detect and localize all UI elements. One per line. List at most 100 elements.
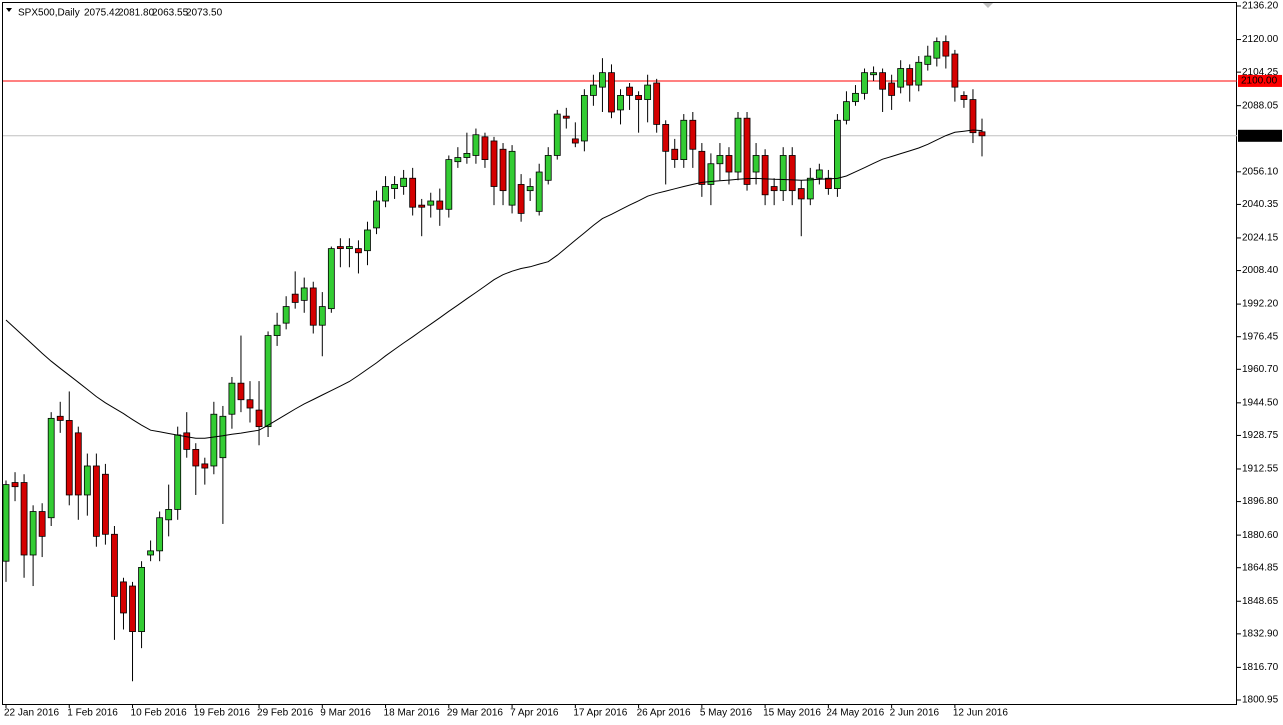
candle-body [806, 177, 814, 200]
x-tick-label: 19 Feb 2016 [194, 708, 251, 719]
candle-body [725, 155, 733, 173]
candle-body [553, 113, 561, 156]
x-tick-label: 18 Mar 2016 [384, 708, 441, 719]
candle-body [870, 72, 877, 76]
candle-body [526, 186, 534, 192]
y-tick-label: 1928.75 [1242, 430, 1279, 441]
x-tick-label: 2 Jun 2016 [890, 708, 940, 719]
y-tick-label: 1976.45 [1242, 331, 1279, 342]
candle-body [92, 465, 100, 537]
candle-body [707, 163, 715, 185]
x-tick-label: 7 Apr 2016 [510, 708, 559, 719]
candle-body [743, 117, 751, 185]
candle-body [74, 432, 82, 496]
candle-body [535, 171, 543, 212]
candles [2, 35, 986, 682]
x-tick-label: 29 Mar 2016 [447, 708, 504, 719]
candle-body [129, 585, 136, 632]
candle-body [373, 200, 380, 229]
candle-body [29, 511, 37, 556]
candle-body [427, 200, 435, 206]
header-high: 2081.80 [118, 8, 155, 19]
candle-body [65, 420, 73, 496]
menu-arrow[interactable] [6, 8, 12, 12]
y-tick-label: 2008.40 [1242, 265, 1279, 276]
y-tick-label: 1896.80 [1242, 496, 1279, 507]
candle-body [843, 101, 850, 121]
candle-body [770, 186, 778, 192]
candle-body [698, 150, 706, 185]
candle-body [174, 434, 182, 510]
candle-body [282, 306, 290, 324]
candle-body [824, 177, 832, 189]
candle-body [942, 41, 950, 57]
candle-body [255, 409, 263, 428]
candle-body [273, 324, 281, 336]
candle-body [590, 84, 597, 96]
candle-body [264, 335, 272, 428]
candle-body [788, 155, 796, 192]
candle-body [562, 115, 570, 119]
candle-body [969, 99, 977, 134]
candle-body [897, 68, 905, 88]
candle-body [599, 72, 606, 88]
header-open: 2075.42 [84, 8, 121, 19]
candle-body [436, 200, 444, 210]
candle-body [219, 415, 227, 459]
x-tick-label: 24 May 2016 [826, 708, 884, 719]
x-tick-label: 22 Jan 2016 [4, 708, 59, 719]
candle-body [102, 473, 109, 535]
candle-body [418, 204, 426, 208]
candle-body [508, 150, 516, 206]
candle-body [644, 84, 652, 100]
candle-body [797, 188, 805, 200]
y-tick-label: 2040.35 [1242, 199, 1279, 210]
candle-body [246, 399, 254, 409]
candle-body [951, 53, 959, 88]
candle-body [490, 140, 498, 187]
header-low: 2063.55 [152, 8, 189, 19]
y-tick-label: 1800.95 [1242, 695, 1279, 706]
candle-body [228, 382, 236, 415]
candle-body [336, 246, 344, 250]
candle-body [20, 482, 28, 556]
candle-body [2, 484, 10, 562]
candle-body [192, 449, 200, 467]
x-tick-label: 17 Apr 2016 [573, 708, 627, 719]
candle-body [47, 417, 55, 519]
candle-body [879, 72, 886, 90]
candle-body [571, 138, 579, 144]
candle-body [318, 306, 326, 326]
x-tick-label: 5 May 2016 [700, 708, 753, 719]
candle-body [237, 382, 245, 401]
candle-body [327, 248, 335, 310]
y-tick-label: 2056.10 [1242, 166, 1279, 177]
y-tick-label: 2088.05 [1242, 100, 1279, 111]
candle-body [364, 229, 371, 252]
candle-body [138, 567, 145, 632]
candle-body [517, 184, 525, 214]
candle-body [861, 72, 868, 94]
candle-body [689, 119, 697, 150]
candle-body [147, 550, 154, 556]
candle-body [463, 152, 471, 158]
candle-body [580, 95, 588, 142]
candle-body [608, 72, 615, 113]
x-tick-label: 9 Mar 2016 [320, 708, 371, 719]
candle-body [671, 148, 679, 161]
candle-body [300, 287, 308, 301]
candle-body [56, 415, 64, 421]
candle-body [716, 155, 724, 165]
candle-body [165, 509, 173, 521]
candle-body [544, 155, 552, 181]
x-tick-label: 15 May 2016 [763, 708, 821, 719]
candle-body [779, 155, 787, 192]
candle-body [355, 248, 362, 254]
y-tick-label: 1864.85 [1242, 562, 1279, 573]
candle-body [834, 119, 841, 189]
header-close: 2073.50 [186, 8, 223, 19]
level-label-box [1238, 74, 1282, 87]
x-tick-label: 29 Feb 2016 [257, 708, 314, 719]
candle-body [852, 92, 859, 103]
x-tick-label: 26 Apr 2016 [637, 708, 691, 719]
